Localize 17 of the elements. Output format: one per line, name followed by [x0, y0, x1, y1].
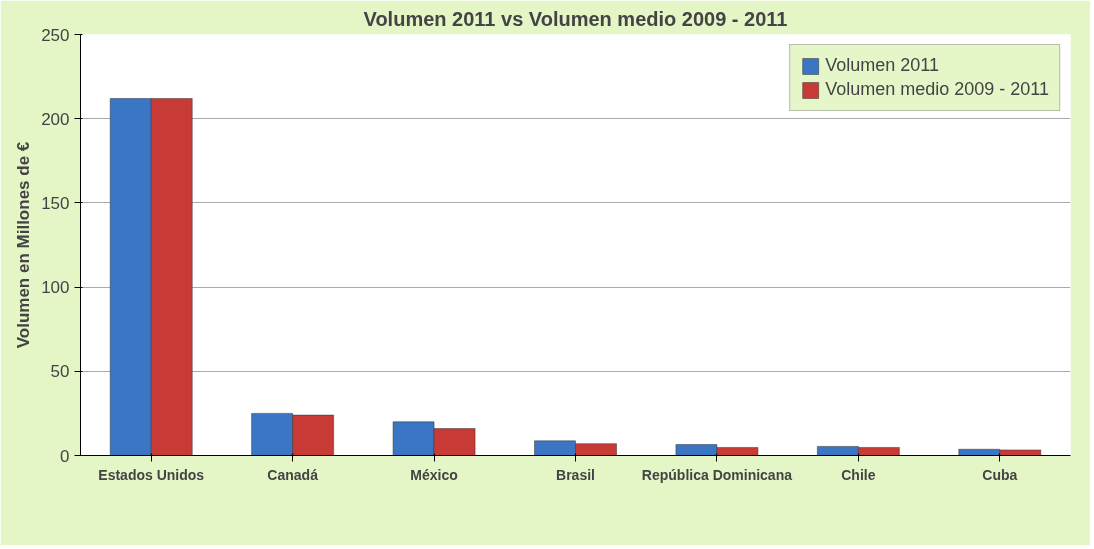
- x-tick-label: República Dominicana: [641, 466, 793, 483]
- x-tick-label: Cuba: [982, 466, 1018, 483]
- y-tick-label: 50: [50, 362, 70, 382]
- x-tick-label: Brasil: [556, 466, 595, 483]
- x-tick-label: México: [410, 466, 458, 483]
- y-tick-label: 250: [41, 25, 70, 45]
- legend-label: Volumen medio 2009 - 2011: [825, 79, 1049, 100]
- legend-label: Volumen 2011: [825, 55, 939, 76]
- x-tick-label: Chile: [841, 466, 876, 483]
- y-tick-label: 100: [41, 278, 70, 298]
- x-tick-label: Estados Unidos: [98, 466, 205, 483]
- y-axis-title: Volumen en Millones de €: [14, 141, 34, 349]
- y-tick-label: 0: [60, 446, 70, 466]
- y-tick-label: 200: [41, 109, 70, 129]
- chart-title: Volumen 2011 vs Volumen medio 2009 - 2011: [363, 7, 788, 30]
- y-tick-label: 150: [41, 193, 70, 213]
- x-tick-label: Canadá: [267, 466, 319, 483]
